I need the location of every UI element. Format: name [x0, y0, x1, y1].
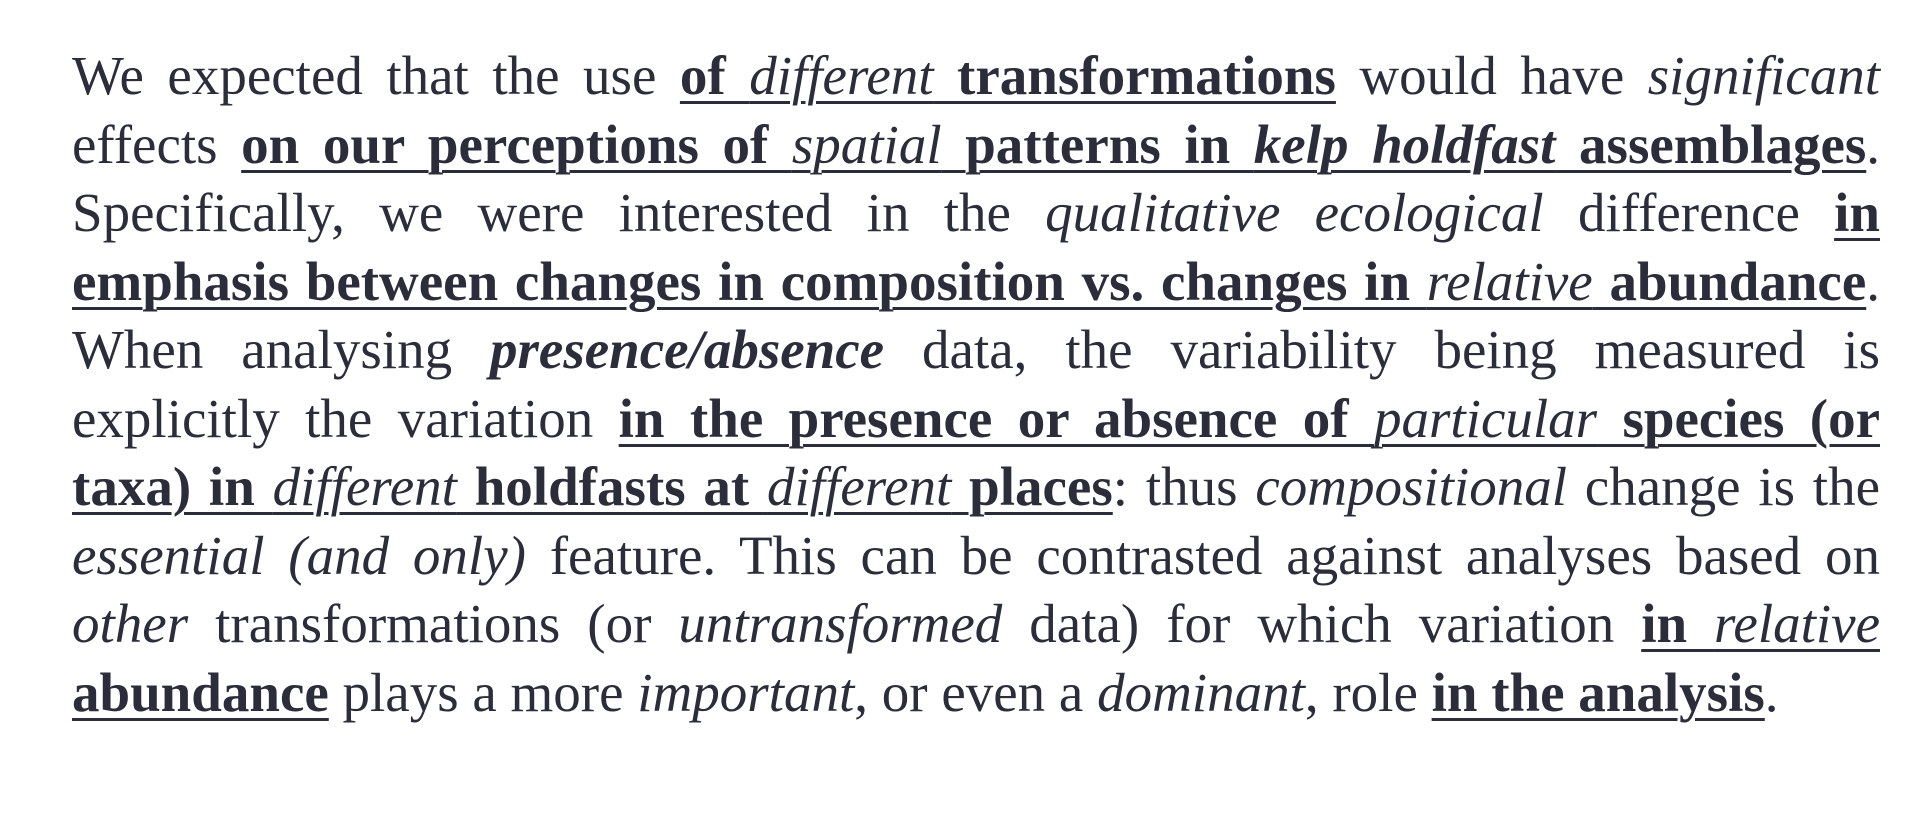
- text-run: .: [1764, 661, 1779, 723]
- underlined-phrase: relative: [1714, 593, 1880, 654]
- text-run: . When analysing: [72, 250, 1880, 381]
- underlined-phrase: in: [1641, 593, 1715, 654]
- underlined-phrase: different: [749, 45, 934, 106]
- emphasized-text: essential (and only): [72, 524, 526, 586]
- emphasized-text: compositional: [1255, 456, 1567, 517]
- underlined-phrase: in the analysis: [1431, 661, 1765, 723]
- text-run: plays a more: [328, 661, 638, 723]
- underlined-phrase: spatial: [791, 113, 942, 175]
- underlined-phrase: relative: [1426, 250, 1593, 312]
- underlined-phrase: in the presence or absence of: [618, 387, 1374, 449]
- emphasized-text: other: [72, 593, 189, 654]
- emphasized-text: untrans­formed: [678, 593, 1003, 654]
- text-run: : thus: [1112, 456, 1256, 517]
- text-run: effects: [72, 113, 242, 175]
- underlined-phrase: patterns in: [941, 113, 1254, 175]
- text-run: , or even a: [854, 661, 1098, 723]
- underlined-phrase: of: [679, 45, 750, 106]
- underlined-phrase: in emphasis between changes in compositi…: [72, 182, 1880, 312]
- underlined-phrase: kelp holdfast: [1253, 113, 1556, 175]
- text-run: . Specifically, we were interested in th…: [72, 113, 1881, 244]
- text-run: difference: [1543, 182, 1835, 243]
- text-run: would have: [1335, 45, 1648, 106]
- text-run: change is the: [1566, 456, 1880, 517]
- text-run: data, the variability being measured is …: [72, 319, 1880, 449]
- emphasized-text: significant: [1647, 45, 1880, 106]
- document-page: We expected that the use of different tr…: [72, 42, 1880, 727]
- text-run: transformations (or: [188, 593, 679, 654]
- underlined-phrase: different: [272, 456, 457, 517]
- underlined-phrase: on our perceptions of: [241, 113, 792, 175]
- text-run: , role: [1304, 661, 1432, 723]
- body-paragraph: We expected that the use of different tr…: [72, 42, 1880, 727]
- underlined-phrase: places: [951, 456, 1113, 517]
- underlined-phrase: assemblages: [1555, 113, 1867, 175]
- text-run: feature. This can be contrasted against …: [525, 524, 1880, 586]
- underlined-phrase: abundance: [72, 661, 329, 723]
- emphasized-text: important: [637, 661, 855, 723]
- emphasized-text: qualitative ecological: [1045, 182, 1544, 243]
- text-run: We expected that the use: [72, 45, 680, 106]
- text-run: data) for which variation: [1002, 593, 1642, 654]
- emphasized-text: presence/absence: [490, 319, 885, 380]
- underlined-phrase: transformations: [933, 45, 1336, 106]
- underlined-phrase: particular: [1373, 387, 1598, 449]
- underlined-phrase: holdfasts at: [456, 456, 768, 517]
- emphasized-text: dominant: [1097, 661, 1305, 723]
- underlined-phrase: abundance: [1592, 250, 1867, 312]
- underlined-phrase: species (or taxa) in: [72, 387, 1881, 518]
- underlined-phrase: different: [767, 456, 952, 517]
